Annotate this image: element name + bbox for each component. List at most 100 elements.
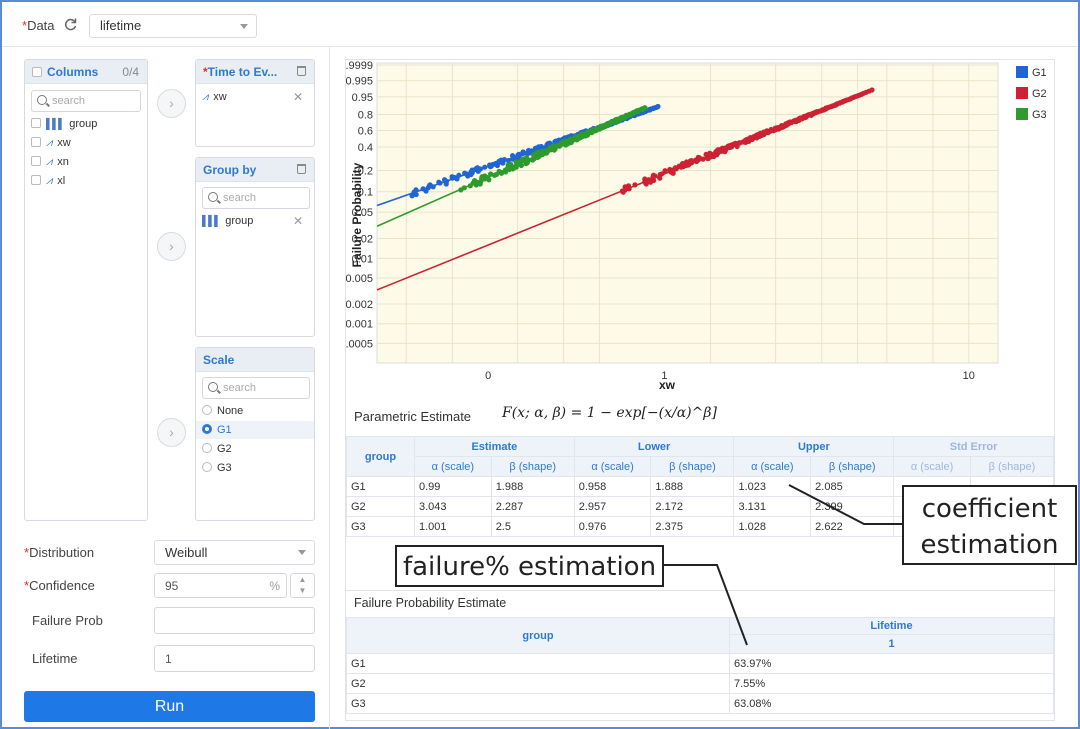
- move-to-time-button[interactable]: ›: [157, 89, 186, 118]
- table-row: G3 63.08%: [346, 693, 1054, 714]
- scale-panel-header: Scale: [196, 348, 314, 372]
- data-point: [509, 153, 516, 159]
- radio-button[interactable]: [202, 405, 212, 415]
- subheader: α (scale): [893, 456, 971, 477]
- columns-search-input[interactable]: search: [31, 90, 141, 112]
- data-point: [524, 155, 530, 161]
- distribution-label: *Distribution: [24, 545, 95, 560]
- remove-icon[interactable]: ✕: [292, 90, 303, 104]
- move-to-scale-button[interactable]: ›: [157, 418, 186, 447]
- run-button[interactable]: Run: [24, 691, 315, 722]
- legend-label: G3: [1032, 109, 1047, 121]
- data-point: [456, 172, 462, 178]
- column-item-xn[interactable]: ⩘ xn: [31, 153, 69, 171]
- y-tick-label: 0.001: [346, 319, 373, 331]
- scale-option-g3[interactable]: G3: [202, 459, 232, 477]
- data-point: [420, 186, 426, 192]
- cell: G3: [346, 516, 415, 537]
- y-tick-label: 0.02: [352, 234, 373, 246]
- x-axis: 0 1 10: [485, 370, 975, 382]
- trash-icon[interactable]: [297, 164, 306, 174]
- confidence-label: *Confidence: [24, 578, 95, 593]
- cell: 2.5: [490, 516, 575, 537]
- y-tick-label: 0.01: [352, 253, 373, 265]
- search-icon: [37, 95, 47, 105]
- column-checkbox[interactable]: [31, 118, 41, 128]
- data-point: [496, 168, 502, 174]
- legend-label: G1: [1032, 67, 1047, 79]
- radio-button[interactable]: [202, 462, 212, 472]
- data-point: [501, 157, 508, 163]
- data-point: [508, 161, 514, 168]
- search-icon: [208, 192, 218, 202]
- column-checkbox[interactable]: [31, 137, 41, 147]
- legend-swatch: [1016, 108, 1028, 120]
- y-tick-label: 0.1: [358, 187, 373, 199]
- cell: 1.001: [414, 516, 492, 537]
- column-checkbox[interactable]: [31, 175, 41, 185]
- cell: G1: [346, 476, 415, 497]
- scale-search-input[interactable]: search: [202, 377, 310, 399]
- col-header-lifetime: Lifetime: [729, 617, 1054, 635]
- column-item-group[interactable]: ▌▌▌ group: [31, 115, 97, 133]
- data-point: [413, 187, 419, 193]
- time-item-xw: ⩘ xw ✕: [202, 90, 303, 104]
- distribution-select[interactable]: Weibull: [154, 540, 315, 565]
- data-point: [732, 140, 739, 146]
- data-point: [764, 128, 770, 134]
- data-point: [474, 165, 481, 171]
- data-point: [646, 177, 652, 183]
- columns-panel: Columns 0/4 search ▌▌▌ group ⩘ xw ⩘ xn ⩘ xl: [24, 59, 148, 521]
- groupby-search-input[interactable]: search: [202, 187, 310, 209]
- failure-callout: failure% estimation: [395, 545, 664, 587]
- data-point: [441, 177, 448, 183]
- data-label: *Data: [22, 18, 55, 33]
- subheader: β (shape): [490, 456, 575, 477]
- chevron-down-icon: [298, 550, 306, 555]
- data-point: [707, 150, 713, 156]
- scale-option-g1[interactable]: G1: [196, 421, 314, 439]
- data-point: [642, 176, 648, 182]
- plot-grid: [377, 63, 998, 363]
- data-point: [547, 140, 553, 146]
- parametric-title: Parametric Estimate: [354, 409, 472, 424]
- data-point: [449, 174, 455, 180]
- scale-option-none[interactable]: None: [202, 402, 243, 420]
- lifetime-input[interactable]: 1: [154, 645, 315, 672]
- trash-icon[interactable]: [297, 66, 306, 76]
- data-point: [471, 177, 478, 184]
- data-point: [779, 122, 785, 129]
- data-point: [688, 157, 694, 164]
- data-point: [427, 182, 433, 188]
- confidence-input[interactable]: 95%: [154, 573, 287, 598]
- data-point: [505, 157, 511, 164]
- numeric-icon: ⩘: [46, 156, 53, 168]
- groupby-panel: Group by search ▌▌▌ group ✕: [195, 157, 315, 337]
- y-axis: 0.9999 0.995 0.95 0.8 0.6 0.4 0.2 0.1 0.05 0.02 0.…: [346, 60, 373, 350]
- remove-icon[interactable]: ✕: [292, 214, 303, 228]
- failure-prob-label: Failure Prob: [32, 613, 103, 628]
- x-tick-label: 10: [963, 370, 975, 382]
- confidence-stepper[interactable]: ▲ ▼: [290, 573, 315, 598]
- data-select[interactable]: lifetime: [89, 14, 257, 38]
- table-row: G2 7.55%: [346, 673, 1054, 694]
- subheader: β (shape): [810, 456, 895, 477]
- failure-prob-input[interactable]: [154, 607, 315, 634]
- refresh-icon[interactable]: [64, 17, 78, 31]
- parametric-formula: F(x; α, β) = 1 − exp[−(x/α)^β]: [502, 405, 717, 421]
- data-point: [590, 126, 597, 133]
- move-to-groupby-button[interactable]: ›: [157, 232, 186, 261]
- column-item-xl[interactable]: ⩘ xl: [31, 172, 65, 190]
- select-all-checkbox[interactable]: [32, 67, 42, 77]
- column-checkbox[interactable]: [31, 156, 41, 166]
- radio-button[interactable]: [202, 424, 212, 434]
- data-point: [488, 171, 494, 177]
- column-item-xw[interactable]: ⩘ xw: [31, 134, 71, 152]
- failure-prob-title: Failure Probability Estimate: [354, 596, 507, 610]
- data-point: [650, 172, 657, 178]
- y-tick-label: 0.0005: [346, 338, 373, 350]
- radio-button[interactable]: [202, 443, 212, 453]
- scale-option-g2[interactable]: G2: [202, 440, 232, 458]
- bar-chart-icon: ▌▌▌: [46, 119, 65, 130]
